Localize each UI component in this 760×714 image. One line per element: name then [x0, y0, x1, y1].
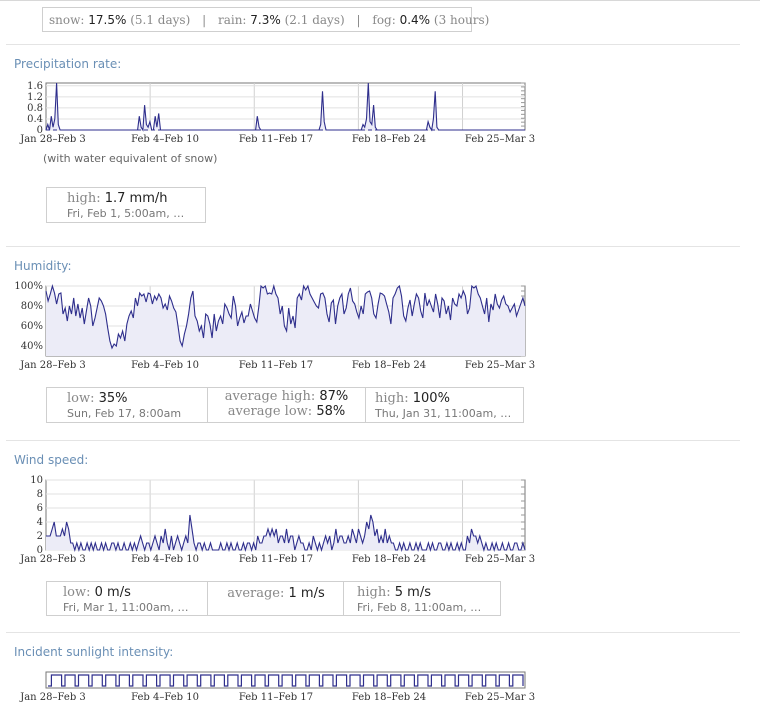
y-tick-label: 8 — [37, 489, 43, 500]
summary-divider: | — [356, 13, 361, 27]
humidity-avg-high-value: 87% — [319, 389, 349, 404]
humidity-high-when: Thu, Jan 31, 11:00am, … — [375, 407, 512, 420]
x-week-label: Feb 4–Feb 10 — [131, 360, 199, 371]
x-week-label: Jan 28–Feb 3 — [19, 134, 86, 145]
series-line — [45, 283, 526, 350]
precipitation-title: Precipitation rate: — [14, 57, 122, 71]
sunlight-title: Incident sunlight intensity: — [14, 645, 174, 659]
x-week-label: Feb 25–Mar 3 — [465, 134, 535, 145]
wind-low-label: low: — [63, 585, 91, 600]
y-tick-label: 10 — [30, 475, 43, 486]
x-week-label: Feb 11–Feb 17 — [239, 134, 313, 145]
humidity-low-when: Sun, Feb 17, 8:00am — [67, 407, 182, 420]
section-divider — [6, 440, 740, 441]
wind-speed-chart: 0 2 4 6 8 10 Jan 28–Feb 3 Feb 4–Feb 10 Feb 11–Fe… — [19, 475, 535, 565]
sunlight-chart: Jan 28–Feb 3 Feb 4–Feb 10 Feb 11–Feb 17 Feb… — [19, 671, 535, 703]
wind-stats-box: low: 0 m/s Fri, Mar 1, 11:00am, … averag… — [46, 581, 501, 616]
x-week-label: Feb 25–Mar 3 — [465, 554, 535, 565]
wind-high-when: Fri, Feb 8, 11:00am, … — [357, 601, 482, 614]
fog-label: fog: — [372, 13, 396, 27]
x-week-label: Feb 11–Feb 17 — [239, 554, 313, 565]
humidity-low-value: 35% — [98, 391, 128, 406]
x-week-label: Feb 18–Feb 24 — [352, 692, 426, 703]
chart-frame — [45, 671, 526, 689]
y-tick-label: 6 — [37, 503, 43, 514]
precip-high-value: 1.7 mm/h — [104, 191, 168, 206]
humidity-low-label: low: — [67, 391, 95, 406]
humidity-chart: 40% 60% 80% 100% Jan 28–Feb 3 Feb 4–Feb 10 Feb… — [14, 281, 535, 371]
wind-avg-label: average: — [227, 586, 285, 601]
precipitation-summary-box: snow: 17.5% (5.1 days) | rain: 7.3% (2.1… — [42, 7, 489, 32]
humidity-stats-box: low: 35% Sun, Feb 17, 8:00am average hig… — [46, 387, 524, 423]
wind-high-label: high: — [357, 585, 391, 600]
wind-title: Wind speed: — [14, 453, 89, 467]
y-tick-label: 40% — [21, 341, 43, 352]
precipitation-chart: 00.40.81.21.6 Jan 28–Feb 3 Feb 4–Feb 10 Feb… — [19, 81, 535, 145]
rain-days: (2.1 days) — [284, 13, 345, 27]
y-tick-label: 80% — [21, 301, 43, 312]
y-tick-label: 0 — [37, 125, 43, 136]
x-week-label: Jan 28–Feb 3 — [19, 360, 86, 371]
x-week-label: Jan 28–Feb 3 — [19, 692, 86, 703]
x-week-label: Jan 28–Feb 3 — [19, 554, 86, 565]
precipitation-stats-box: high: 1.7 mm/h Fri, Feb 1, 5:00am, … — [46, 187, 206, 223]
x-week-label: Feb 4–Feb 10 — [131, 134, 199, 145]
humidity-high-value: 100% — [412, 391, 450, 406]
section-divider — [6, 632, 740, 633]
y-tick-label: 1.2 — [27, 92, 43, 103]
x-week-label: Feb 25–Mar 3 — [465, 692, 535, 703]
stats-divider — [343, 582, 344, 615]
wind-high-value: 5 m/s — [394, 585, 431, 600]
humidity-avg-high-label: average high: — [224, 389, 316, 404]
fog-hours: (3 hours) — [433, 13, 490, 27]
x-week-label: Feb 18–Feb 24 — [352, 360, 426, 371]
x-week-label: Feb 4–Feb 10 — [131, 692, 199, 703]
y-tick-label: 0.4 — [27, 114, 43, 125]
stats-divider — [365, 388, 366, 422]
snow-label: snow: — [49, 13, 85, 27]
humidity-high-label: high: — [375, 391, 409, 406]
series-line — [46, 514, 526, 552]
y-tick-label: 2 — [37, 531, 43, 542]
stats-divider — [207, 388, 208, 422]
snow-percent: 17.5% — [88, 13, 127, 27]
y-tick-label: 4 — [37, 517, 43, 528]
humidity-avg-low-label: average low: — [227, 404, 313, 419]
x-week-label: Feb 4–Feb 10 — [131, 554, 199, 565]
x-week-label: Feb 25–Mar 3 — [465, 360, 535, 371]
rain-label: rain: — [217, 13, 247, 27]
sunlight-wave — [48, 674, 524, 687]
humidity-avg-low-value: 58% — [316, 404, 346, 419]
x-week-label: Feb 11–Feb 17 — [239, 360, 313, 371]
y-tick-label: 0.8 — [27, 103, 43, 114]
section-divider — [6, 246, 740, 247]
section-divider — [6, 44, 740, 45]
y-tick-label: 1.6 — [27, 81, 43, 92]
humidity-title: Humidity: — [14, 259, 72, 273]
x-week-label: Feb 18–Feb 24 — [352, 554, 426, 565]
x-week-label: Feb 11–Feb 17 — [239, 692, 313, 703]
stats-divider — [207, 582, 208, 615]
fog-percent: 0.4% — [399, 13, 431, 27]
y-tick-label: 100% — [14, 281, 43, 292]
snow-days: (5.1 days) — [130, 13, 191, 27]
y-tick-label: 0 — [37, 545, 43, 556]
series-area — [46, 515, 525, 550]
x-week-label: Feb 18–Feb 24 — [352, 134, 426, 145]
chart-frame — [45, 82, 526, 131]
precipitation-note: (with water equivalent of snow) — [43, 152, 218, 165]
precip-high-label: high: — [67, 191, 101, 206]
wind-low-when: Fri, Mar 1, 11:00am, … — [63, 601, 189, 614]
rain-percent: 7.3% — [250, 13, 281, 27]
top-divider — [0, 0, 760, 1]
precip-high-when: Fri, Feb 1, 5:00am, … — [67, 207, 185, 220]
wind-avg-value: 1 m/s — [288, 586, 325, 601]
series-area — [46, 286, 525, 356]
wind-low-value: 0 m/s — [94, 585, 131, 600]
summary-divider: | — [202, 13, 207, 27]
y-tick-label: 60% — [21, 321, 43, 332]
